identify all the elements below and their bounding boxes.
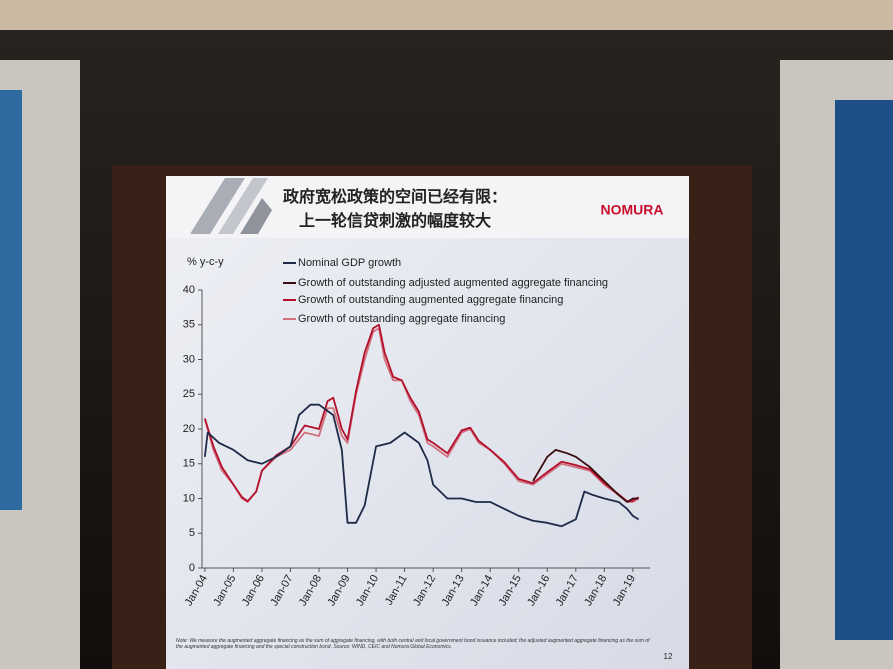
y-tick-label: 5 xyxy=(189,527,195,539)
page-number: 12 xyxy=(664,652,673,661)
slide xyxy=(166,176,689,669)
brand-logo: NOMURA xyxy=(601,202,664,218)
note-box: Note: We measure the augmented aggregate… xyxy=(176,638,650,650)
slide-title: 政府宽松政策的空间已经有限： xyxy=(283,187,507,206)
y-tick-label: 25 xyxy=(183,388,195,400)
right-screen xyxy=(835,100,893,640)
y-tick-label: 30 xyxy=(183,353,195,365)
y-tick-label: 35 xyxy=(183,319,195,331)
series-line xyxy=(203,403,640,528)
logo-stripe xyxy=(218,178,268,234)
ceiling xyxy=(0,0,893,30)
legend-label: Growth of outstanding aggregate financin… xyxy=(298,313,505,325)
series-line xyxy=(203,323,640,503)
y-tick-label: 40 xyxy=(183,284,195,296)
logo-stripe xyxy=(240,198,272,234)
y-tick-label: 20 xyxy=(183,423,195,435)
slide-subtitle: 上一轮信贷刺激的幅度较大 xyxy=(299,211,491,230)
legend-label: Growth of outstanding augmented aggregat… xyxy=(298,294,563,306)
legend-label: Growth of outstanding adjusted augmented… xyxy=(298,277,608,289)
logo-stripe xyxy=(190,178,245,234)
y-tick-label: 15 xyxy=(183,458,195,470)
note: Note: We measure the augmented aggregate… xyxy=(176,638,650,650)
series-line xyxy=(532,448,639,503)
y-axis-label: % y-c-y xyxy=(187,256,224,268)
left-screen xyxy=(0,90,22,510)
y-tick-label: 10 xyxy=(183,492,195,504)
legend-label: Nominal GDP growth xyxy=(298,257,401,269)
y-tick-label: 0 xyxy=(189,562,195,574)
